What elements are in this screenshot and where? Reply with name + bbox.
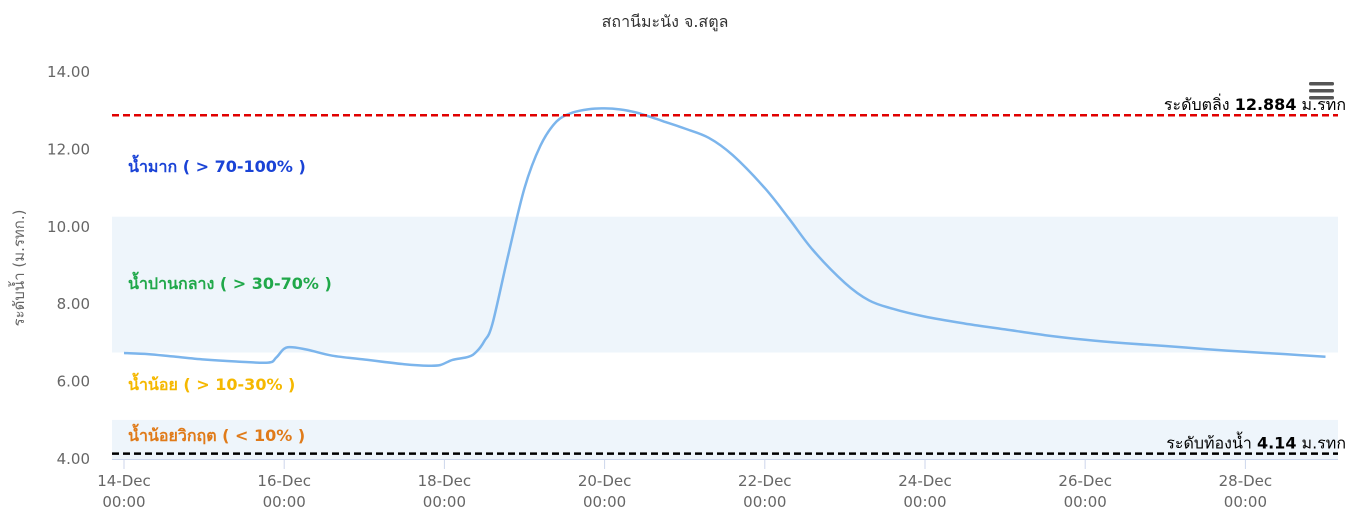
band-label-0: น้ำมาก ( > 70-100% ) — [128, 154, 306, 176]
y-axis-title: ระดับน้ำ (ม.รทก.) — [8, 210, 28, 327]
x-tick-label-6: 26-Dec — [1058, 472, 1112, 490]
band-label-1: น้ำปานกลาง ( > 30-70% ) — [128, 271, 332, 293]
reference-label-1: ระดับท้องน้ำ 4.14 ม.รทก — [1166, 432, 1346, 453]
y-tick-label-0: 4.00 — [57, 450, 90, 468]
chart-title: สถานีมะนัง จ.สตูล — [602, 12, 729, 32]
y-tick-label-4: 12.00 — [47, 140, 90, 158]
x-tick-label-1: 16-Dec — [257, 472, 311, 490]
y-tick-label-2: 8.00 — [57, 295, 90, 313]
y-tick-label-5: 14.00 — [47, 63, 90, 81]
y-tick-label-3: 10.00 — [47, 218, 90, 236]
x-tick-time-7: 00:00 — [1224, 493, 1267, 511]
x-tick-time-3: 00:00 — [583, 493, 626, 511]
band-label-2: น้ำน้อย ( > 10-30% ) — [128, 372, 295, 394]
x-tick-time-4: 00:00 — [743, 493, 786, 511]
series-line-0 — [123, 107, 1326, 368]
x-tick-time-0: 00:00 — [102, 493, 145, 511]
x-tick-time-2: 00:00 — [423, 493, 466, 511]
x-tick-label-2: 18-Dec — [418, 472, 472, 490]
x-tick-label-7: 28-Dec — [1219, 472, 1273, 490]
x-tick-time-6: 00:00 — [1064, 493, 1107, 511]
x-tick-time-5: 00:00 — [903, 493, 946, 511]
x-tick-label-3: 20-Dec — [578, 472, 632, 490]
x-tick-label-0: 14-Dec — [97, 472, 151, 490]
level-bands: น้ำมาก ( > 70-100% ) น้ำปานกลาง ( > 30-70… — [112, 154, 1338, 459]
series-group — [123, 107, 1326, 368]
y-tick-label-1: 6.00 — [57, 373, 90, 391]
hamburger-menu-icon — [1309, 82, 1334, 100]
x-tick-time-1: 00:00 — [263, 493, 306, 511]
chart-menu-button[interactable] — [1306, 78, 1336, 106]
band-fill-1 — [112, 216, 1338, 353]
x-tick-label-5: 24-Dec — [898, 472, 952, 490]
x-tick-label-4: 22-Dec — [738, 472, 792, 490]
y-axis: 4.00 6.00 8.00 10.00 12.00 14.00 — [47, 63, 90, 468]
reference-lines: ระดับตลิ่ง 12.884 ม.รทกระดับท้องน้ำ 4.14… — [112, 93, 1346, 455]
band-label-3: น้ำน้อยวิกฤต ( < 10% ) — [128, 423, 305, 445]
x-axis: 14-Dec 00:00 16-Dec 00:00 18-Dec 00:00 20-Dec 0… — [97, 459, 1338, 511]
reference-label-0: ระดับตลิ่ง 12.884 ม.รทก — [1164, 93, 1346, 114]
